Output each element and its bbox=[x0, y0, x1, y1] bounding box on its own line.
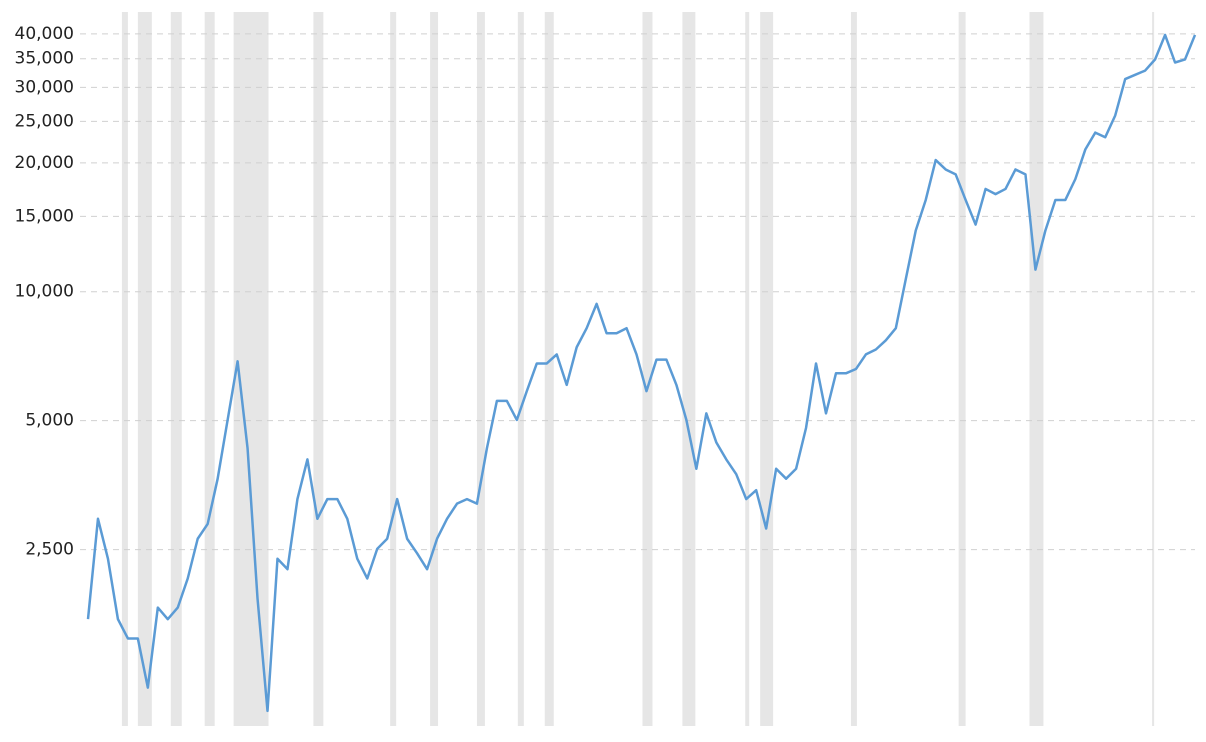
recession-band bbox=[121, 12, 128, 726]
recession-band bbox=[390, 12, 397, 726]
recession-band bbox=[682, 12, 696, 726]
recession-band bbox=[745, 12, 750, 726]
recession-band bbox=[1152, 12, 1155, 726]
y-tick-label: 10,000 bbox=[15, 282, 74, 302]
y-tick-label: 20,000 bbox=[15, 153, 74, 173]
y-tick-label: 30,000 bbox=[15, 77, 74, 97]
recession-band bbox=[137, 12, 152, 726]
recession-band bbox=[430, 12, 439, 726]
recession-band bbox=[544, 12, 554, 726]
y-tick-label: 25,000 bbox=[15, 111, 74, 131]
recession-band bbox=[170, 12, 182, 726]
y-tick-label: 2,500 bbox=[25, 540, 74, 560]
recession-band bbox=[204, 12, 215, 726]
recession-band bbox=[517, 12, 524, 726]
price-line bbox=[86, 33, 1197, 713]
y-tick-label: 35,000 bbox=[15, 49, 74, 69]
y-tick-label: 5,000 bbox=[25, 411, 74, 431]
recession-band bbox=[1029, 12, 1044, 726]
recession-band bbox=[760, 12, 774, 726]
y-tick-label: 15,000 bbox=[15, 206, 74, 226]
recession-band bbox=[476, 12, 485, 726]
recession-band bbox=[958, 12, 966, 726]
recession-band bbox=[313, 12, 324, 726]
recession-band bbox=[642, 12, 653, 726]
y-tick-label: 40,000 bbox=[15, 24, 74, 44]
